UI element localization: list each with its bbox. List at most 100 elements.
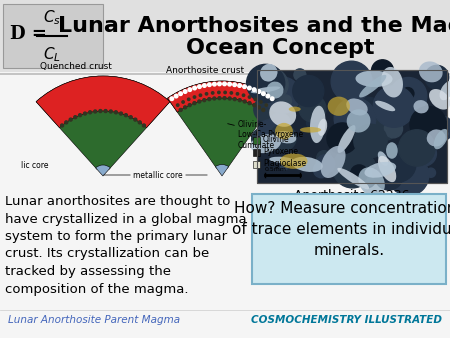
Circle shape bbox=[253, 104, 256, 106]
Ellipse shape bbox=[414, 100, 429, 114]
Circle shape bbox=[170, 97, 174, 100]
Ellipse shape bbox=[346, 109, 370, 132]
Circle shape bbox=[198, 100, 201, 103]
Bar bbox=[3, 4, 103, 68]
Circle shape bbox=[316, 155, 335, 173]
Circle shape bbox=[410, 106, 446, 143]
Circle shape bbox=[94, 110, 97, 113]
Circle shape bbox=[243, 94, 245, 96]
Ellipse shape bbox=[300, 127, 321, 132]
Text: lic core: lic core bbox=[21, 161, 49, 169]
Bar bbox=[253, 161, 260, 168]
Ellipse shape bbox=[260, 64, 278, 81]
Circle shape bbox=[247, 64, 285, 102]
Circle shape bbox=[176, 104, 179, 106]
Circle shape bbox=[99, 110, 102, 113]
Text: $\mathit{C}_{\mathit{L}}$: $\mathit{C}_{\mathit{L}}$ bbox=[43, 45, 61, 64]
Circle shape bbox=[405, 132, 415, 142]
Circle shape bbox=[212, 92, 214, 94]
Ellipse shape bbox=[289, 106, 301, 112]
Ellipse shape bbox=[292, 157, 323, 172]
Circle shape bbox=[199, 94, 202, 96]
Circle shape bbox=[280, 162, 288, 170]
Ellipse shape bbox=[328, 97, 350, 116]
Circle shape bbox=[306, 117, 320, 129]
Circle shape bbox=[280, 95, 292, 106]
Circle shape bbox=[198, 85, 201, 89]
Circle shape bbox=[69, 118, 72, 121]
Circle shape bbox=[351, 165, 368, 182]
Circle shape bbox=[224, 91, 226, 94]
Circle shape bbox=[193, 86, 196, 90]
Circle shape bbox=[254, 98, 256, 100]
Ellipse shape bbox=[310, 106, 326, 143]
Circle shape bbox=[104, 110, 107, 113]
Circle shape bbox=[317, 151, 332, 166]
Circle shape bbox=[182, 101, 184, 103]
Text: Lunar anorthosites are thought to
have crystallized in a global magma
system to : Lunar anorthosites are thought to have c… bbox=[5, 195, 247, 295]
Ellipse shape bbox=[419, 62, 443, 82]
Circle shape bbox=[248, 96, 251, 98]
Circle shape bbox=[223, 97, 226, 100]
Circle shape bbox=[270, 124, 296, 151]
Circle shape bbox=[233, 98, 236, 101]
Text: D =: D = bbox=[10, 25, 47, 43]
Ellipse shape bbox=[429, 89, 450, 110]
Circle shape bbox=[183, 90, 187, 93]
Circle shape bbox=[218, 97, 221, 100]
Circle shape bbox=[374, 86, 415, 127]
Circle shape bbox=[89, 111, 91, 114]
Circle shape bbox=[174, 94, 178, 98]
Text: Lunar Anorthosites and the Magma: Lunar Anorthosites and the Magma bbox=[58, 16, 450, 36]
Circle shape bbox=[431, 90, 447, 105]
Circle shape bbox=[354, 124, 387, 158]
Text: Anorthosite crust: Anorthosite crust bbox=[166, 66, 244, 75]
Circle shape bbox=[384, 120, 403, 138]
Circle shape bbox=[375, 162, 403, 190]
Circle shape bbox=[314, 162, 329, 178]
Circle shape bbox=[270, 97, 274, 100]
Circle shape bbox=[184, 106, 187, 109]
Circle shape bbox=[228, 97, 231, 100]
Circle shape bbox=[294, 69, 306, 81]
Circle shape bbox=[348, 169, 365, 187]
Circle shape bbox=[275, 133, 286, 144]
Circle shape bbox=[414, 130, 428, 145]
Circle shape bbox=[252, 88, 256, 92]
Circle shape bbox=[236, 93, 238, 95]
Ellipse shape bbox=[338, 125, 356, 153]
Circle shape bbox=[134, 118, 137, 121]
Circle shape bbox=[74, 116, 77, 119]
Circle shape bbox=[84, 112, 86, 115]
Circle shape bbox=[252, 128, 274, 150]
Wedge shape bbox=[216, 165, 229, 176]
Circle shape bbox=[248, 102, 251, 105]
Circle shape bbox=[353, 85, 367, 99]
Circle shape bbox=[426, 168, 436, 177]
Text: $\mathit{C}_{\mathit{s}}$: $\mathit{C}_{\mathit{s}}$ bbox=[43, 8, 61, 27]
Circle shape bbox=[299, 95, 326, 122]
Text: Olivine: Olivine bbox=[263, 136, 290, 145]
Circle shape bbox=[243, 85, 246, 89]
Bar bbox=[253, 137, 260, 144]
Circle shape bbox=[257, 106, 261, 109]
Ellipse shape bbox=[250, 134, 281, 153]
Circle shape bbox=[65, 121, 68, 124]
Circle shape bbox=[188, 88, 192, 92]
Circle shape bbox=[202, 84, 206, 87]
Wedge shape bbox=[167, 81, 276, 112]
Ellipse shape bbox=[358, 167, 385, 196]
Ellipse shape bbox=[275, 131, 296, 143]
Circle shape bbox=[218, 82, 221, 86]
Circle shape bbox=[228, 82, 231, 86]
Circle shape bbox=[179, 108, 182, 112]
Bar bbox=[0, 0, 450, 72]
Circle shape bbox=[194, 96, 196, 98]
Circle shape bbox=[333, 148, 372, 188]
Circle shape bbox=[114, 111, 117, 114]
Circle shape bbox=[262, 108, 265, 112]
Text: Pyroxene: Pyroxene bbox=[263, 147, 298, 156]
Wedge shape bbox=[167, 81, 276, 168]
Circle shape bbox=[138, 121, 141, 124]
Circle shape bbox=[205, 93, 208, 95]
